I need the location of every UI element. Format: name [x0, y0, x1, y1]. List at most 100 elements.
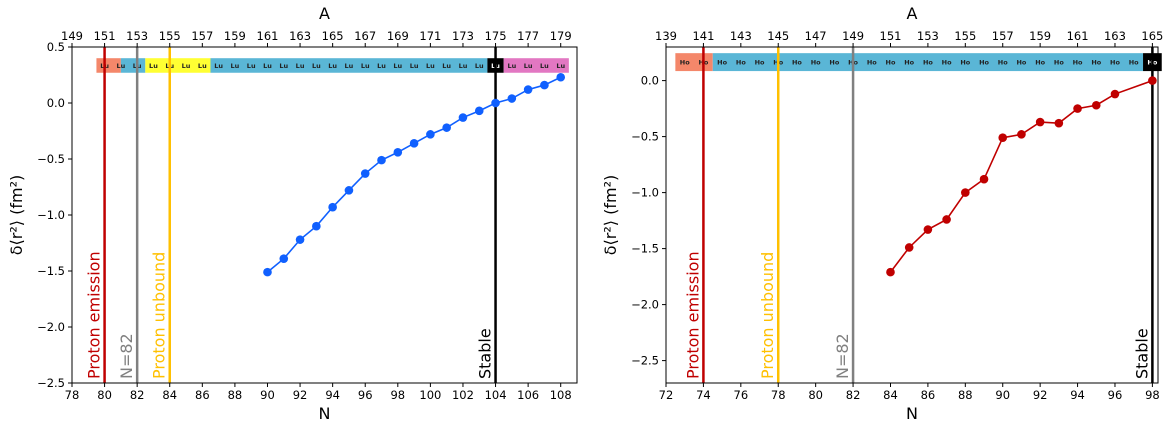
x-tick-label: 90 [995, 388, 1010, 402]
vline-label: Stable [1132, 328, 1151, 379]
nuclide-label: Lu [279, 62, 288, 70]
nuclide-label: Lu [247, 62, 256, 70]
data-point [979, 174, 989, 184]
x-tick-label: 106 [517, 388, 539, 402]
nuclide-label: Lu [393, 62, 402, 70]
nuclide-label: Lu [556, 62, 565, 70]
vline-label: N=82 [833, 333, 852, 379]
x-tick-label: 96 [358, 388, 373, 402]
x-tick-label: 84 [162, 388, 177, 402]
nuclide-label: Lu [377, 62, 386, 70]
nuclide-label: Ho [1016, 59, 1026, 67]
vline-label: Proton unbound [150, 252, 169, 379]
data-point [1017, 130, 1026, 139]
top-tick-label: 155 [159, 29, 181, 43]
nuclide-label: Ho [755, 59, 765, 67]
data-point [360, 169, 370, 178]
x-axis-label: N [906, 404, 918, 423]
y-axis-label: δ⟨r²⟩ (fm²) [7, 175, 26, 255]
x-tick-label: 86 [195, 388, 210, 402]
x-tick-label: 88 [228, 388, 243, 402]
top-tick-label: 167 [354, 29, 376, 43]
top-tick-label: 179 [550, 29, 572, 43]
data-point [1054, 118, 1064, 128]
nuclide-band-segment [145, 58, 211, 73]
data-point [295, 235, 305, 244]
top-tick-label: 143 [730, 29, 752, 43]
nuclide-label: Lu [475, 62, 484, 70]
x-tick-label: 76 [734, 388, 749, 402]
data-point [923, 225, 933, 234]
x-tick-label: 80 [808, 388, 823, 402]
nuclide-label: Ho [960, 59, 970, 67]
plot-frame [71, 46, 578, 384]
chart-panel-lu: Lu Lu Lu Lu Lu Lu Lu Lu Lu Lu Lu Lu Lu Lu Lu Lu Lu Lu Lu Lu… [7, 4, 578, 423]
top-tick-label: 141 [692, 29, 714, 43]
data-point [474, 106, 484, 116]
nuclide-label: Lu [540, 62, 549, 70]
nuclide-label: Ho [998, 59, 1008, 67]
x-tick-label: 78 [771, 388, 786, 402]
top-tick-label: 151 [94, 29, 116, 43]
top-tick-label: 157 [992, 29, 1014, 43]
y-tick-label: 0.5 [47, 40, 65, 54]
top-tick-label: 153 [917, 29, 939, 43]
top-tick-label: 139 [655, 29, 677, 43]
top-axis-label: A [319, 4, 330, 23]
x-tick-label: 78 [65, 388, 80, 402]
nuclide-label: Lu [442, 62, 451, 70]
nuclide-band-segment [503, 58, 569, 73]
x-tick-label: 92 [1033, 388, 1048, 402]
top-tick-label: 165 [322, 29, 344, 43]
nuclide-label: Ho [923, 59, 933, 67]
nuclide-label: Lu [345, 62, 354, 70]
data-point [523, 85, 533, 94]
x-tick-label: 82 [130, 388, 145, 402]
nuclide-label: Ho [792, 59, 802, 67]
nuclide-label: Ho [942, 59, 952, 67]
top-tick-label: 147 [805, 29, 827, 43]
x-tick-label: 94 [1070, 388, 1085, 402]
x-tick-label: 98 [390, 388, 405, 402]
data-point [377, 155, 386, 165]
x-tick-label: 74 [696, 388, 711, 402]
nuclide-label: Lu [312, 62, 321, 70]
nuclide-label: Ho [904, 59, 914, 67]
top-tick-label: 149 [842, 29, 864, 43]
nuclide-label: Ho [1035, 59, 1045, 67]
x-tick-label: 72 [659, 388, 674, 402]
y-tick-label: −0.5 [37, 152, 65, 166]
top-tick-label: 163 [1104, 29, 1126, 43]
nuclide-band-segment [96, 58, 121, 73]
data-point [1073, 104, 1082, 113]
y-tick-label: −1.0 [631, 186, 659, 200]
nuclide-label: Lu [361, 62, 370, 70]
data-point [886, 267, 895, 277]
nuclide-label: Lu [296, 62, 305, 70]
y-axis-label: δ⟨r²⟩ (fm²) [601, 175, 620, 255]
data-point [904, 243, 914, 252]
data-point [961, 188, 970, 197]
nuclide-label: Ho [1073, 59, 1083, 67]
nuclide-label: Lu [459, 62, 468, 70]
nuclide-label: Lu [507, 62, 516, 70]
x-tick-label: 90 [260, 388, 275, 402]
plot-frame [665, 46, 1159, 384]
nuclide-label: Lu [263, 62, 272, 70]
x-tick-label: 86 [921, 388, 936, 402]
y-tick-label: −2.0 [37, 320, 65, 334]
data-point [344, 186, 354, 195]
x-tick-label: 96 [1108, 388, 1123, 402]
y-tick-label: −0.5 [631, 130, 659, 144]
nuclide-label: Ho [1091, 59, 1101, 67]
top-tick-label: 163 [289, 29, 311, 43]
top-tick-label: 145 [767, 29, 789, 43]
data-point [1148, 76, 1157, 85]
nuclide-label: Ho [811, 59, 821, 67]
nuclide-label: Ho [680, 59, 690, 67]
vline-label: Proton emission [85, 251, 104, 379]
vline-label: Proton unbound [758, 252, 777, 379]
x-tick-label: 100 [419, 388, 441, 402]
nuclide-band-segment [120, 58, 146, 73]
